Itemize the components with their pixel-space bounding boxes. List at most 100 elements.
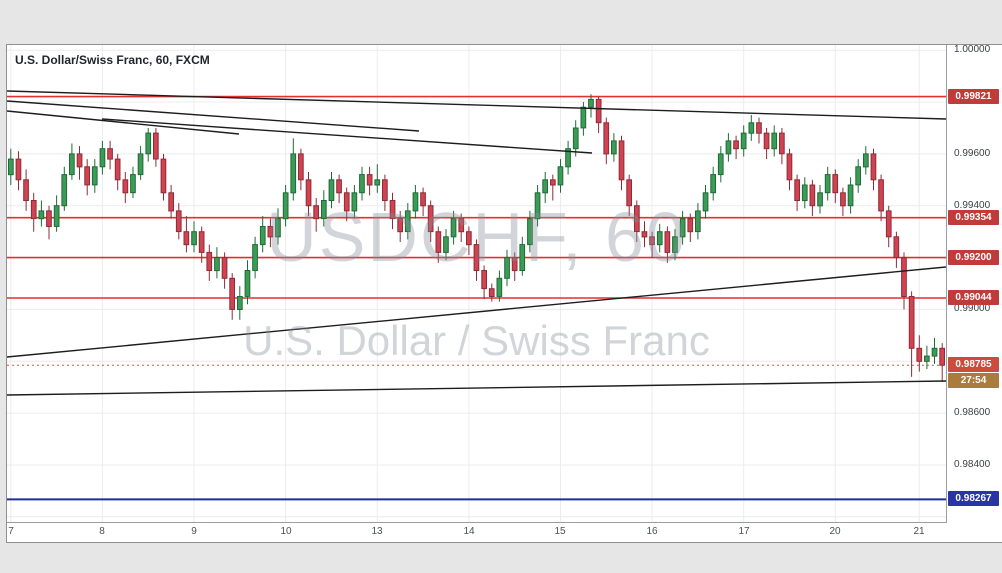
trendline [7,266,946,358]
candle-body [832,174,839,194]
candle-body [321,200,327,220]
candle-body [611,140,617,155]
candle-body [275,218,281,238]
candle-body [443,236,449,253]
candle-body [145,132,152,155]
candle-body [702,192,709,212]
candle-body [580,106,587,129]
candle-body [908,296,915,349]
price-axis[interactable]: 1.00000 0.99600 0.99400 0.99000 0.98600 0.984… [947,44,1002,522]
trendline [7,90,946,120]
trendline [7,380,946,396]
candle-body [893,236,900,259]
candle-body [305,179,312,207]
price-level-badge: 0.99044 [948,290,999,305]
candle-body [649,236,655,246]
price-tick-label: 1.00000 [954,44,991,55]
candle-body [122,179,129,194]
trendline [7,110,240,135]
candle-body [23,179,29,202]
trendline [7,100,420,132]
time-axis[interactable]: 7 8 9 10 13 14 15 16 17 20 21 [7,523,947,542]
price-tick-label: 0.98400 [954,459,991,470]
candle-body [939,347,945,366]
candle-body [824,174,831,194]
candle-body [542,179,548,194]
candle-body [870,153,877,181]
candle-body [855,166,861,186]
candle-body [725,140,732,155]
candle-body [656,231,663,246]
candle-body [595,98,602,124]
candle-body [175,210,182,233]
price-level-badge: 0.98267 [948,491,999,506]
candle-body [107,148,113,160]
time-axis-label: 15 [554,526,566,537]
candle-body [496,277,503,297]
candle-body [847,184,854,207]
price-tick-label: 0.99600 [954,148,991,159]
candle-body [69,153,75,176]
candle-body [183,231,190,246]
candle-body [572,127,579,150]
candle-body [679,218,686,238]
candle-body [634,205,640,233]
price-level-badge: 0.99200 [948,250,999,265]
price-level-badge: 0.99354 [948,210,999,225]
trendline [101,118,593,154]
candle-body [763,132,770,150]
candle-body [878,179,884,212]
candle-body [404,210,411,233]
candle-body [534,192,541,220]
candle-body [488,288,495,297]
candle-body [237,296,243,310]
chart-plot-area[interactable]: USDCHF, 60 U.S. Dollar / Swiss Franc U.S… [7,45,947,523]
candle-body [114,158,121,181]
candle-body [779,132,785,155]
candle-body [366,174,373,186]
price-level-badge: 0.99821 [948,89,999,104]
time-axis-label: 13 [371,526,383,537]
time-axis-label: 7 [8,526,14,537]
countdown-badge: 27:54 [948,373,999,388]
candle-body [343,192,350,212]
candle-body [748,122,755,134]
candle-body [603,122,610,155]
candle-body [916,347,923,362]
candle-body [397,218,403,233]
candle-body [786,153,793,181]
candle-body [626,179,632,207]
candle-body [282,192,289,220]
candle-body [328,179,335,202]
candle-body [374,179,381,186]
candle-body [863,153,869,168]
chart-widget: USDCHF, 60 U.S. Dollar / Swiss Franc U.S… [6,44,1002,543]
candle-body [298,153,304,181]
candle-body [672,236,678,253]
candle-body [511,257,518,272]
time-axis-label: 21 [913,526,925,537]
candle-body [99,148,106,168]
candle-body [687,218,694,233]
candle-body [130,174,136,194]
candle-body [557,166,564,186]
candle-body [901,257,907,298]
candle-body [313,205,319,220]
candlestick-chart[interactable] [7,45,946,522]
candle-body [717,153,724,176]
candle-body [351,192,358,212]
time-axis-label: 8 [99,526,105,537]
candle-body [771,132,778,150]
candle-body [168,192,175,212]
candle-body [412,192,419,212]
candle-body [76,153,83,168]
candle-body [290,153,297,194]
candle-body [733,140,739,150]
time-axis-label: 17 [738,526,750,537]
candle-body [84,166,91,186]
candle-body [137,153,144,176]
candle-body [336,179,342,194]
price-tick-label: 0.98600 [954,407,991,418]
candle-body [214,257,220,272]
